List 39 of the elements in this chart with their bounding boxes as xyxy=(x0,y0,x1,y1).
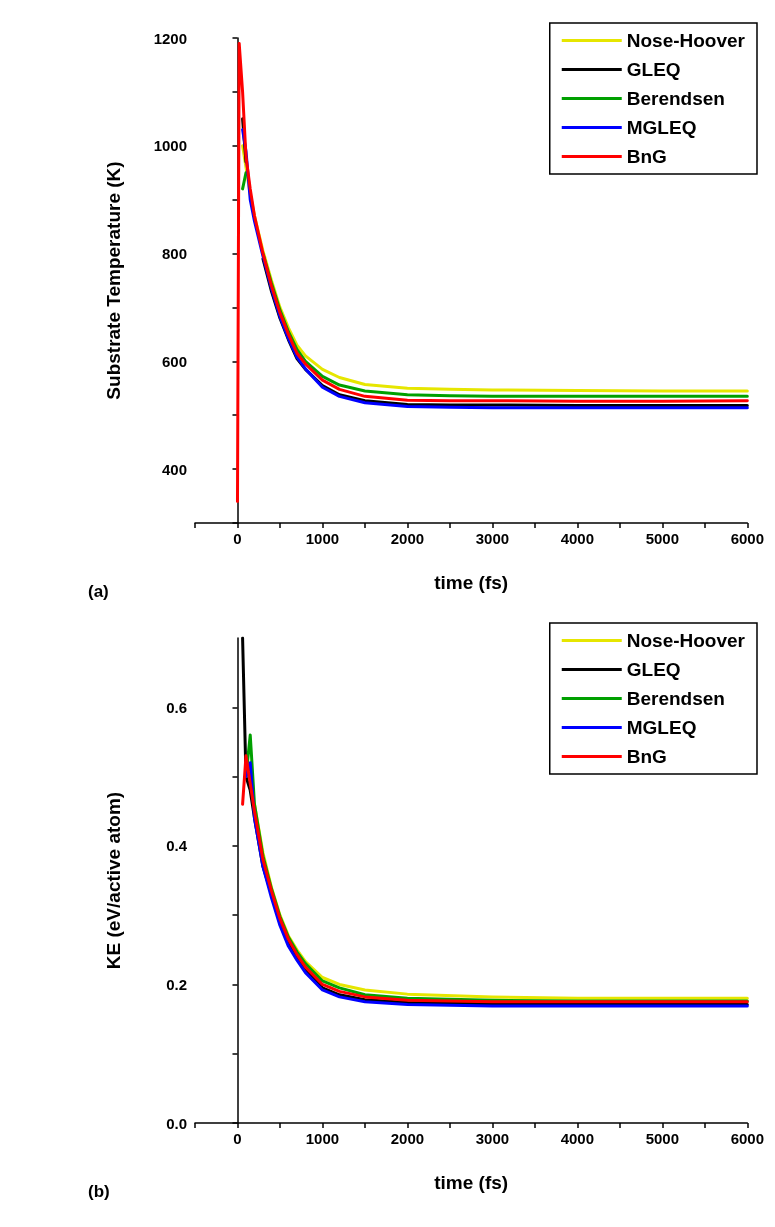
legend-label: Nose-Hoover xyxy=(626,630,746,651)
x-tick-label: 0 xyxy=(233,1130,242,1147)
x-axis-title: time (fs) xyxy=(434,1172,509,1193)
legend-label: MGLEQ xyxy=(626,117,697,138)
legend-label: Berendsen xyxy=(626,88,725,109)
legend-label: Berendsen xyxy=(626,688,725,709)
x-tick-label: 1000 xyxy=(305,1130,340,1147)
legend-label: GLEQ xyxy=(626,659,681,680)
x-tick-label: 2000 xyxy=(390,1130,425,1147)
y-tick-label: 0.2 xyxy=(166,975,187,993)
y-tick-label: 1000 xyxy=(153,137,187,155)
x-tick-label: 2000 xyxy=(390,530,425,547)
x-tick-label: 3000 xyxy=(475,1130,510,1147)
text: (a) xyxy=(88,582,109,601)
y-tick-label: 0.0 xyxy=(166,1114,187,1132)
y-tick-label: 0.6 xyxy=(166,698,187,716)
y-tick-label: 400 xyxy=(161,460,187,478)
x-tick-label: 3000 xyxy=(475,530,510,547)
y-tick-label: 600 xyxy=(161,352,187,370)
x-tick-label: 6000 xyxy=(730,530,764,547)
legend-label: BnG xyxy=(626,146,667,167)
x-tick-label: 5000 xyxy=(645,1130,680,1147)
text: (b) xyxy=(88,1182,110,1201)
legend-label: Nose-Hoover xyxy=(626,30,746,51)
y-tick-label: 1200 xyxy=(153,29,187,47)
x-tick-label: 6000 xyxy=(730,1130,764,1147)
x-tick-label: 0 xyxy=(233,530,242,547)
y-tick-label: 800 xyxy=(161,245,187,263)
x-tick-label: 1000 xyxy=(305,530,340,547)
x-tick-label: 4000 xyxy=(560,1130,595,1147)
legend-label: MGLEQ xyxy=(626,717,697,738)
x-tick-label: 5000 xyxy=(645,530,680,547)
x-tick-label: 4000 xyxy=(560,530,595,547)
y-tick-label: 0.4 xyxy=(166,837,188,855)
y-axis-title: Substrate Temperature (K) xyxy=(103,161,124,400)
legend-label: BnG xyxy=(626,746,667,767)
legend-label: GLEQ xyxy=(626,59,681,80)
y-axis-title: KE (eV/active atom) xyxy=(103,791,124,970)
x-axis-title: time (fs) xyxy=(434,572,509,593)
